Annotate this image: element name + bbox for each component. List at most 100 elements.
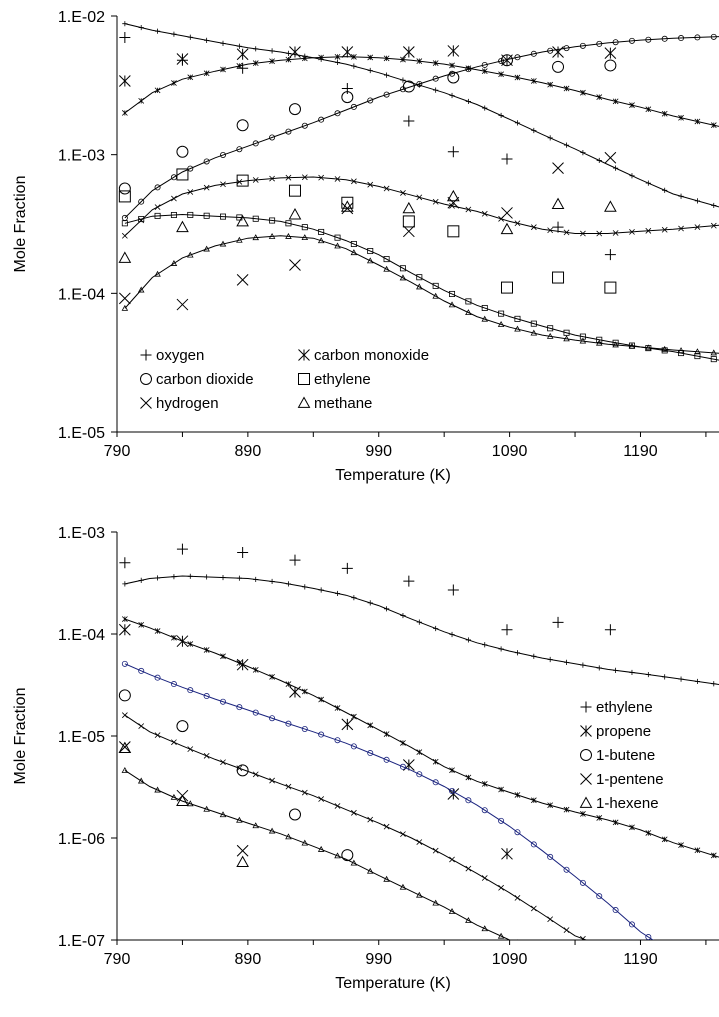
data-point [340,200,354,212]
model-marker [220,653,226,660]
model-marker [399,763,406,770]
model-marker [579,879,586,886]
model-marker [121,110,128,116]
data-point [500,54,513,67]
data-point [176,168,189,181]
model-marker [596,94,603,101]
model-marker [285,128,292,135]
model-marker [236,43,242,49]
data-point [288,808,301,821]
chart-panel-top: 1.E-05 1.E-04 1.E-03 1.E-02 790 890 990 1090 119… [12,9,719,484]
data-point [118,251,132,263]
model-marker [645,180,651,186]
model-marker [154,786,161,793]
model-marker [530,50,537,57]
data-point [501,153,513,165]
model-marker [517,939,518,940]
model-marker [465,774,472,781]
model-marker [269,715,276,722]
model-marker [400,740,406,746]
data-point [176,220,189,233]
data-point [176,53,189,65]
data-point [237,546,249,558]
model-marker [563,45,570,52]
model-marker [350,103,357,110]
model-marker [350,809,357,816]
model-marker [219,240,227,247]
model-marker [187,687,194,694]
model-marker [597,942,602,947]
model-marker [121,304,129,311]
model-line [124,618,719,858]
model-marker [399,265,406,272]
model-marker [154,204,161,210]
y-tick-label: 1.E-03 [58,525,105,542]
data-point [447,146,459,158]
model-marker [645,934,652,940]
data-point [341,83,353,95]
model-marker [171,80,177,86]
model-marker [694,34,701,41]
model-marker [334,234,341,241]
model-marker [710,222,717,229]
model-marker [661,35,668,42]
data-point [341,202,354,215]
model-marker [187,211,194,218]
model-marker [154,184,161,191]
model-marker [711,681,717,687]
model-marker [269,175,275,182]
data-point [118,689,131,702]
legend-label: propene [596,723,651,740]
data-point [552,46,564,58]
model-marker [366,867,374,874]
legend-item: 1-hexene [579,795,659,812]
model-marker [253,46,259,52]
model-marker [301,839,309,846]
model-marker [449,62,455,69]
model-marker [481,807,488,814]
model-marker [383,606,390,612]
model-marker [317,237,325,244]
legend-label: ethylene [314,371,371,388]
model-marker [253,576,259,583]
model-marker [613,165,619,171]
model-marker [530,78,537,84]
legend-marker [580,725,592,737]
model-marker [351,595,357,601]
data-point [289,554,301,566]
model-marker [204,37,210,43]
model-line [124,663,654,940]
x-tick-label: 1190 [623,951,658,968]
model-marker [301,122,308,129]
model-marker [563,142,570,148]
model-marker [285,174,292,181]
model-marker [465,206,472,213]
plot-area [118,21,719,363]
series-hydrogen [118,151,719,311]
model-marker [596,893,603,900]
model-marker [318,228,325,235]
data-point [176,635,189,648]
model-marker [154,270,161,277]
model-marker [367,67,373,74]
model-marker [138,577,144,583]
model-marker [481,304,488,311]
model-marker [121,616,128,622]
model-marker [203,70,210,77]
model-marker [252,177,259,183]
model-marker [350,240,357,247]
data-point [604,200,617,212]
data-point [402,201,416,214]
model-marker [563,806,570,813]
model-marker [137,286,145,293]
model-marker [220,574,226,581]
model-marker [563,85,570,92]
legend-marker [580,773,592,785]
model-marker [154,628,161,634]
model-marker [449,787,456,794]
model-marker [662,674,668,680]
model-marker [301,174,308,181]
model-marker [694,348,701,355]
model-marker [694,198,701,204]
data-point [118,75,131,87]
